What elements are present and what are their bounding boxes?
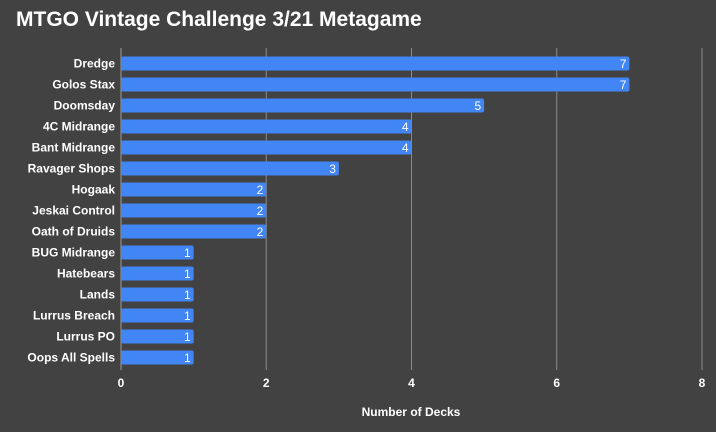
bar	[121, 350, 194, 365]
category-label: Lurrus Breach	[33, 309, 115, 323]
category-label: Ravager Shops	[28, 162, 116, 176]
category-label: Dredge	[74, 57, 116, 71]
bar	[121, 182, 267, 197]
bars	[121, 56, 630, 365]
bar	[121, 161, 339, 176]
category-label: Oops All Spells	[27, 351, 115, 365]
bar	[121, 308, 194, 323]
data-label: 2	[257, 204, 264, 218]
x-tick-label: 4	[408, 376, 415, 390]
category-label: Lurrus PO	[56, 330, 115, 344]
chart-title: MTGO Vintage Challenge 3/21 Metagame	[16, 8, 422, 31]
category-label: 4C Midrange	[43, 120, 115, 134]
data-label: 5	[474, 99, 481, 113]
category-label: Oath of Druids	[32, 225, 116, 239]
data-label: 1	[184, 267, 191, 281]
data-label: 1	[184, 288, 191, 302]
x-tick-labels: 0 2 4 6 8	[118, 376, 706, 390]
category-label: Lands	[80, 288, 116, 302]
category-label: Doomsday	[54, 99, 116, 113]
data-label: 7	[620, 78, 627, 92]
data-labels: 7 7 5 4 4 3 2 2 2 1 1 1 1 1 1	[184, 57, 627, 365]
category-label: Bant Midrange	[32, 141, 116, 155]
category-label: BUG Midrange	[32, 246, 116, 260]
category-labels: Dredge Golos Stax Doomsday 4C Midrange Bant …	[27, 57, 115, 365]
x-axis-title: Number of Decks	[362, 405, 461, 419]
category-label: Jeskai Control	[32, 204, 115, 218]
bar	[121, 119, 412, 134]
category-label: Hatebears	[57, 267, 115, 281]
x-tick-label: 8	[699, 376, 706, 390]
data-label: 2	[257, 183, 264, 197]
data-label: 3	[329, 162, 336, 176]
bar	[121, 203, 267, 218]
data-label: 4	[402, 120, 409, 134]
x-tick-label: 0	[118, 376, 125, 390]
bar	[121, 56, 630, 71]
bar	[121, 266, 194, 281]
data-label: 1	[184, 351, 191, 365]
bar	[121, 77, 630, 92]
data-label: 7	[620, 57, 627, 71]
data-label: 1	[184, 309, 191, 323]
bar	[121, 140, 412, 155]
x-tick-label: 6	[553, 376, 560, 390]
bar	[121, 329, 194, 344]
bar	[121, 98, 485, 113]
category-label: Golos Stax	[52, 78, 115, 92]
bar	[121, 287, 194, 302]
data-label: 1	[184, 330, 191, 344]
bar	[121, 224, 267, 239]
data-label: 4	[402, 141, 409, 155]
bar	[121, 245, 194, 260]
data-label: 1	[184, 246, 191, 260]
x-tick-label: 2	[263, 376, 270, 390]
category-label: Hogaak	[72, 183, 116, 197]
data-label: 2	[257, 225, 264, 239]
